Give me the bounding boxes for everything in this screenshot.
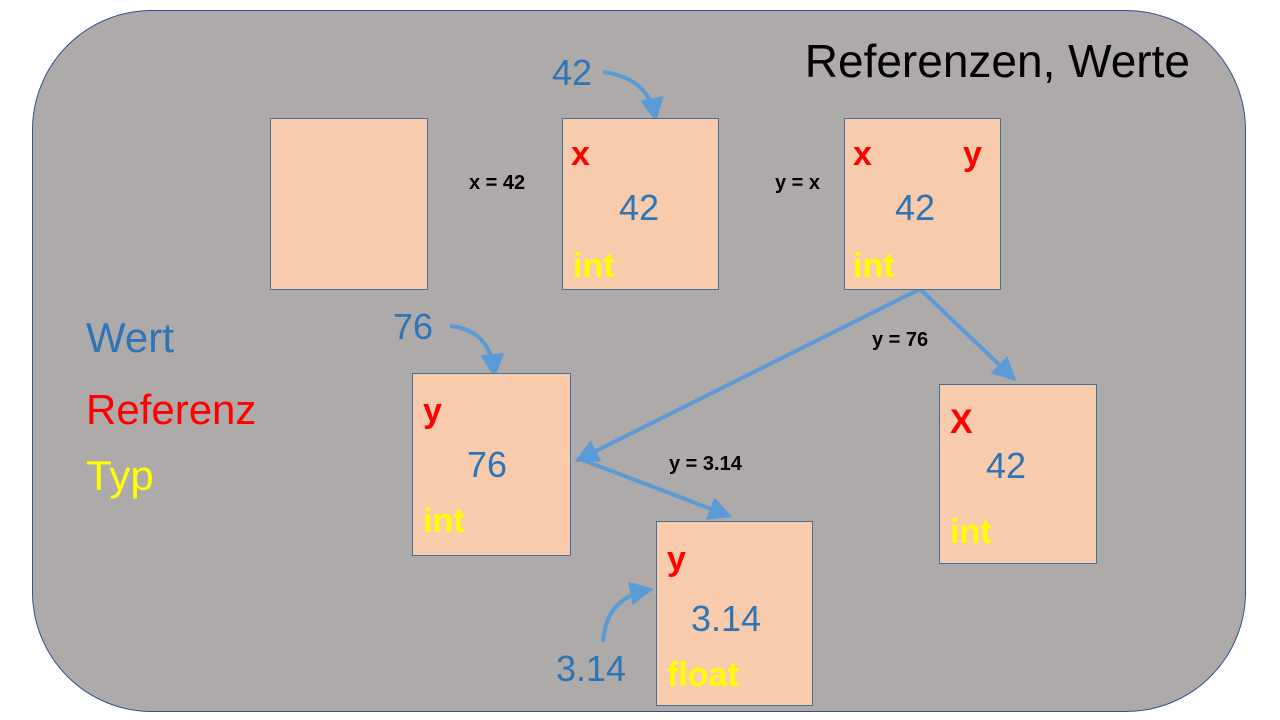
arrow-to-X-box	[918, 287, 1017, 382]
memory-box-y-76: y 76 int	[412, 373, 571, 556]
memory-box-xy: x y 42 int	[844, 118, 1001, 290]
slide-title: Referenzen, Werte	[804, 35, 1190, 87]
reference-label: y	[423, 392, 442, 430]
literal-42: 42	[552, 52, 593, 93]
reference-label: y	[667, 540, 686, 578]
legend-typ: Typ	[86, 452, 154, 499]
memory-box-X-42: X 42 int	[939, 384, 1097, 564]
arrow-76-to-y	[449, 324, 505, 378]
literal-3-14: 3.14	[556, 648, 627, 689]
assignment-x-42: x = 42	[469, 172, 526, 194]
arrow-to-y314-box	[579, 457, 733, 520]
arrow-to-y76-box	[574, 287, 921, 462]
type-label: int	[950, 513, 992, 551]
value-label: 42	[895, 187, 936, 228]
type-label: int	[423, 502, 465, 540]
value-label: 3.14	[691, 598, 762, 639]
assignment-y-76: y = 76	[872, 329, 929, 351]
arrow-42-to-x	[602, 70, 664, 122]
assignment-y-x: y = x	[775, 172, 821, 194]
reference-label: X	[950, 403, 973, 441]
reference-label-x: x	[853, 135, 872, 173]
memory-box-x: x 42 int	[562, 118, 719, 290]
type-label: int	[573, 247, 615, 285]
memory-box-y-3-14: y 3.14 float	[656, 521, 813, 706]
type-label: int	[853, 247, 895, 285]
assignment-y-3-14: y = 3.14	[669, 453, 742, 475]
empty-memory-box	[270, 118, 428, 290]
arrow-314-to-y	[601, 581, 654, 643]
value-label: 42	[619, 187, 660, 228]
legend-referenz: Referenz	[86, 386, 257, 433]
literal-76: 76	[393, 306, 434, 347]
type-label: float	[667, 656, 739, 694]
reference-label: x	[571, 135, 590, 173]
legend-wert: Wert	[86, 314, 174, 361]
reference-label-y: y	[963, 135, 982, 173]
value-label: 42	[986, 445, 1027, 486]
value-label: 76	[467, 444, 508, 485]
